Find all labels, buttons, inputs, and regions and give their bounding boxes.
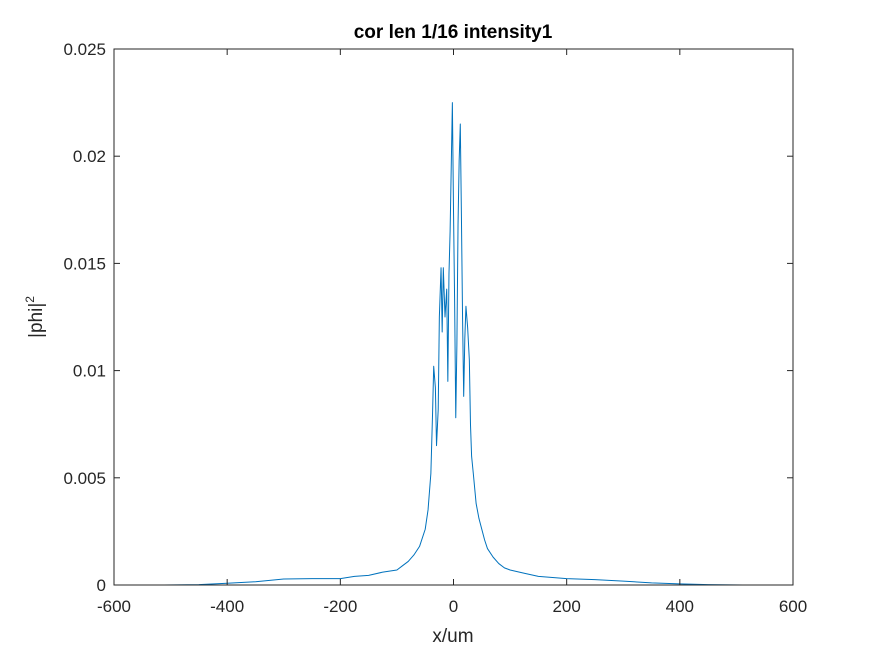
x-tick-label: -400: [210, 597, 244, 616]
x-tick-label: 200: [552, 597, 580, 616]
y-tick-label: 0.005: [63, 469, 106, 488]
x-axis-ticks: -600 -400 -200 0 200 400 600: [97, 49, 807, 616]
x-tick-label: 0: [449, 597, 458, 616]
y-tick-label: 0: [97, 576, 106, 595]
x-tick-label: 400: [666, 597, 694, 616]
x-tick-label: -600: [97, 597, 131, 616]
y-axis-ticks: 0 0.005 0.01 0.015 0.02 0.025: [63, 40, 793, 595]
x-tick-label: 600: [779, 597, 807, 616]
y-tick-label: 0.025: [63, 40, 106, 59]
series-line: [163, 102, 744, 586]
y-axis-label: |phi|2: [23, 296, 47, 338]
x-axis-label: x/um: [432, 626, 473, 647]
x-tick-label: -200: [323, 597, 357, 616]
y-tick-label: 0.02: [73, 147, 106, 166]
chart-title: cor len 1/16 intensity1: [354, 22, 553, 43]
y-tick-label: 0.01: [73, 362, 106, 381]
y-tick-label: 0.015: [63, 254, 106, 273]
y-axis-label-superscript: 2: [23, 296, 37, 303]
plot-area: [114, 49, 793, 585]
y-axis-label-base: |phi|: [26, 303, 47, 338]
